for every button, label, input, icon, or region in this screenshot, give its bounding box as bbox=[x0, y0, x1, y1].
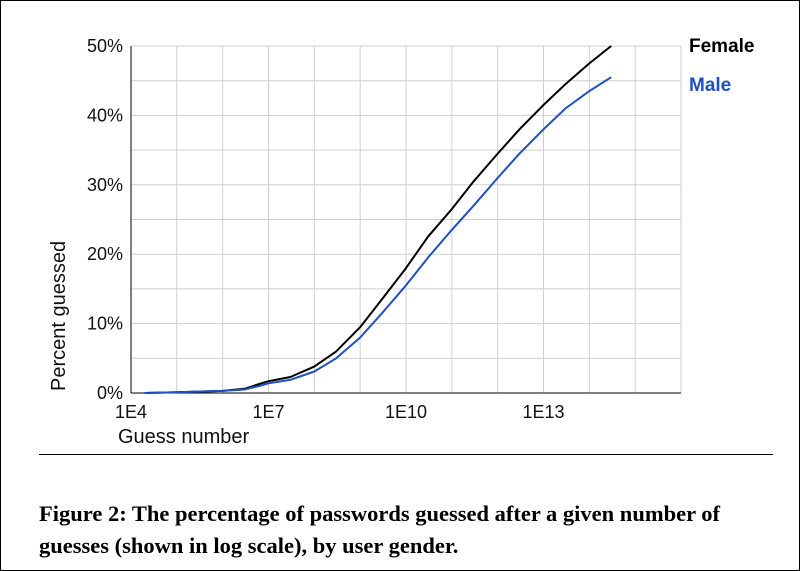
y-tick-label: 40% bbox=[87, 105, 123, 125]
legend-entry-male: Male bbox=[689, 75, 731, 96]
y-tick-label: 50% bbox=[87, 36, 123, 56]
figure-caption: Figure 2: The percentage of passwords gu… bbox=[39, 501, 721, 558]
tick-labels: 0% 10% 20% 30% 40% 50% 1E4 1E7 1E10 1E13 bbox=[87, 36, 565, 422]
legend-entry-female: Female bbox=[689, 36, 754, 57]
line-chart: 0% 10% 20% 30% 40% 50% 1E4 1E7 1E10 1E13 Guess nu… bbox=[48, 36, 754, 448]
x-axis-title: Guess number bbox=[118, 426, 250, 448]
x-tick-label: 1E13 bbox=[522, 402, 564, 422]
y-tick-label: 20% bbox=[87, 244, 123, 264]
y-tick-label: 10% bbox=[87, 314, 123, 334]
y-tick-label: 30% bbox=[87, 175, 123, 195]
y-axis-title: Percent guessed bbox=[48, 241, 70, 391]
y-tick-label: 0% bbox=[97, 383, 123, 403]
legend: Female Male bbox=[689, 36, 754, 96]
x-tick-label: 1E4 bbox=[115, 402, 147, 422]
caption-divider bbox=[39, 454, 773, 455]
grid-layer bbox=[130, 45, 682, 394]
x-tick-label: 1E7 bbox=[252, 402, 284, 422]
series-line-male bbox=[144, 76, 612, 394]
x-tick-label: 1E10 bbox=[385, 402, 427, 422]
series-line-female bbox=[144, 45, 612, 394]
series-layer bbox=[144, 45, 612, 394]
